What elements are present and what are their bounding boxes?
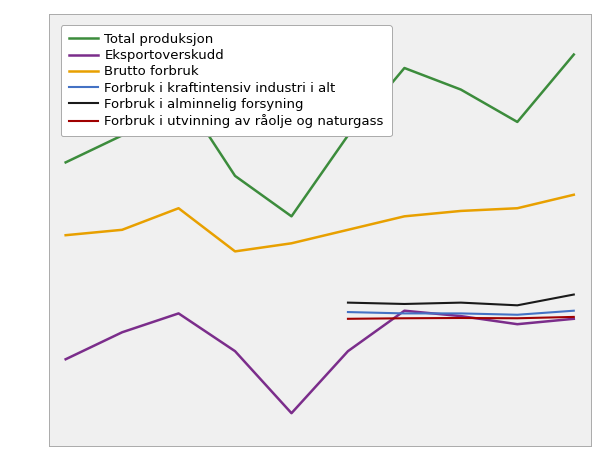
Line: Total produksjon: Total produksjon bbox=[66, 54, 574, 216]
Forbruk i alminnelig forsyning bbox=[570, 292, 577, 297]
Eksportoverskudd bbox=[175, 310, 182, 316]
Forbruk i kraftintensiv industri i alt bbox=[457, 310, 465, 316]
Forbruk i kraftintensiv industri i alt bbox=[570, 308, 577, 314]
Brutto forbruk bbox=[457, 208, 465, 214]
Forbruk i kraftintensiv industri i alt bbox=[344, 309, 351, 315]
Brutto forbruk bbox=[119, 227, 126, 233]
Total produksjon bbox=[119, 133, 126, 138]
Total produksjon bbox=[457, 87, 465, 92]
Total produksjon bbox=[344, 133, 351, 138]
Eksportoverskudd bbox=[570, 316, 577, 322]
Total produksjon bbox=[570, 52, 577, 57]
Line: Forbruk i kraftintensiv industri i alt: Forbruk i kraftintensiv industri i alt bbox=[348, 311, 574, 315]
Eksportoverskudd bbox=[401, 308, 408, 314]
Brutto forbruk bbox=[62, 233, 69, 238]
Total produksjon bbox=[513, 119, 521, 125]
Eksportoverskudd bbox=[62, 356, 69, 362]
Brutto forbruk bbox=[570, 192, 577, 197]
Line: Forbruk i utvinning av råolje og naturgass: Forbruk i utvinning av råolje og naturga… bbox=[348, 317, 574, 319]
Brutto forbruk bbox=[231, 249, 239, 254]
Total produksjon bbox=[175, 87, 182, 92]
Eksportoverskudd bbox=[288, 410, 295, 416]
Forbruk i utvinning av råolje og naturgass bbox=[570, 314, 577, 320]
Eksportoverskudd bbox=[344, 348, 351, 354]
Brutto forbruk bbox=[513, 205, 521, 211]
Brutto forbruk bbox=[288, 241, 295, 246]
Forbruk i kraftintensiv industri i alt bbox=[513, 312, 521, 318]
Forbruk i alminnelig forsyning bbox=[513, 303, 521, 308]
Eksportoverskudd bbox=[119, 329, 126, 335]
Total produksjon bbox=[288, 213, 295, 219]
Forbruk i kraftintensiv industri i alt bbox=[401, 310, 408, 316]
Brutto forbruk bbox=[344, 227, 351, 233]
Line: Forbruk i alminnelig forsyning: Forbruk i alminnelig forsyning bbox=[348, 295, 574, 305]
Total produksjon bbox=[401, 65, 408, 71]
Eksportoverskudd bbox=[231, 348, 239, 354]
Forbruk i alminnelig forsyning bbox=[457, 300, 465, 305]
Eksportoverskudd bbox=[457, 313, 465, 319]
Forbruk i utvinning av råolje og naturgass bbox=[401, 316, 408, 321]
Total produksjon bbox=[62, 159, 69, 165]
Line: Eksportoverskudd: Eksportoverskudd bbox=[66, 311, 574, 413]
Forbruk i utvinning av råolje og naturgass bbox=[457, 315, 465, 321]
Forbruk i utvinning av råolje og naturgass bbox=[344, 316, 351, 322]
Legend: Total produksjon, Eksportoverskudd, Brutto forbruk, Forbruk i kraftintensiv indu: Total produksjon, Eksportoverskudd, Brut… bbox=[61, 25, 392, 136]
Brutto forbruk bbox=[401, 213, 408, 219]
Eksportoverskudd bbox=[513, 321, 521, 327]
Forbruk i alminnelig forsyning bbox=[401, 301, 408, 307]
Total produksjon bbox=[231, 173, 239, 179]
Brutto forbruk bbox=[175, 205, 182, 211]
Forbruk i utvinning av råolje og naturgass bbox=[513, 316, 521, 321]
Forbruk i alminnelig forsyning bbox=[344, 300, 351, 305]
Line: Brutto forbruk: Brutto forbruk bbox=[66, 195, 574, 251]
